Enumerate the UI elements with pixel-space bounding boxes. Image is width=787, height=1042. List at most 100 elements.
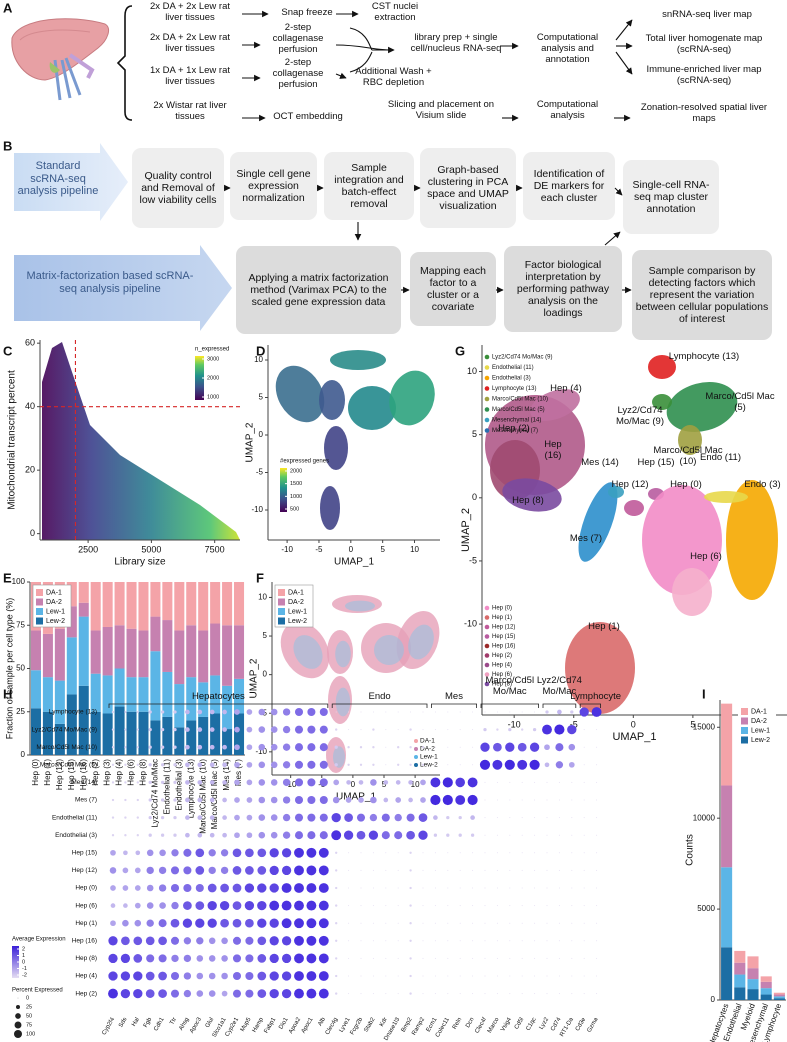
expression-dot [434,922,436,924]
expression-dot [134,919,142,927]
expression-dot [484,852,486,854]
expression-dot [282,796,291,804]
expression-dot [185,744,190,750]
expression-dot [458,815,462,820]
expression-dot [258,726,266,733]
expression-dot [534,852,536,854]
colorbar [280,468,287,512]
expression-dot [459,905,461,907]
bar-segment [90,711,101,755]
gene-label: Cd74 [550,1016,563,1032]
expression-dot [195,883,204,893]
panel-label: A [3,0,13,15]
expression-dot [385,957,387,959]
expression-dot [409,992,412,995]
pipeline-label: Matrix-factorization based scRNA-seq ana… [26,270,194,295]
expression-dot [570,710,574,714]
group-bracket [331,703,428,708]
cell-cloud [330,350,386,370]
expression-dot [319,743,328,752]
expression-dot [571,817,573,819]
expression-dot [479,759,491,770]
expression-dot [546,887,548,889]
arrow [604,231,621,246]
expression-dot [385,940,387,942]
expression-dot [220,849,229,857]
expression-dot [579,707,589,717]
y-tick-label: 50 [16,664,25,673]
expression-dot [133,954,143,963]
bar-segment [222,582,233,626]
expression-dot [434,993,436,995]
expression-dot [409,922,412,925]
expression-dot [368,830,379,840]
expression-dot [383,797,389,803]
bar-segment [66,637,77,695]
expression-dot [173,745,177,749]
bar-segment [54,628,65,681]
expression-dot [319,831,328,840]
gene-label: Fcgr2b [350,1016,365,1036]
panel-label: C [3,343,13,358]
gene-label: Cd5l [514,1017,525,1031]
expression-dot [335,711,337,713]
bar-segment [760,981,772,989]
expression-dot [294,743,304,752]
expression-dot [111,728,115,731]
expression-dot [134,885,141,891]
expression-dot [110,920,116,927]
expression-dot [596,940,598,942]
expression-dot [306,883,317,893]
expression-dot [182,918,193,928]
expression-dot [496,817,498,819]
bar-segment [114,582,125,626]
expression-dot [472,957,474,959]
expression-dot [467,794,478,806]
gene-label: Sds [118,1017,128,1029]
expression-dot [158,954,167,963]
expression-dot [484,957,486,959]
expression-dot [307,813,316,822]
group-bracket [108,703,329,708]
pipeline-step-box [132,148,224,228]
expression-dot [110,903,116,908]
y-axis-label: UMAP_2 [245,422,256,462]
expression-dot [442,777,453,788]
cluster-label: Endo (3) [744,479,781,490]
expression-dot [145,989,155,998]
cell-cloud [578,482,618,562]
expression-dot [197,832,203,838]
cluster-label: Hep (4) [550,383,582,394]
expression-dot [160,798,165,802]
cell-cloud [502,478,562,512]
bar-segment [138,582,149,631]
expression-dot [395,780,401,785]
expression-dot [509,975,511,977]
expression-dot [124,728,127,731]
expression-dot [447,940,449,942]
gene-label: Fgb [143,1016,154,1029]
bar-segment [102,713,113,755]
expression-dot [170,989,180,998]
expression-dot [282,813,291,822]
gene-label: Fabp1 [264,1016,278,1034]
expression-dot [209,780,215,785]
group-bracket [431,703,477,708]
expression-dot [521,905,523,907]
gene-label: Gzma [586,1016,600,1033]
expression-dot [385,746,387,748]
expression-dot [185,797,190,803]
y-tick-label: 15000 [693,722,716,731]
expression-dot [409,746,412,749]
expression-dot [359,763,363,766]
legend-swatch [741,717,748,725]
expression-dot [568,761,575,768]
expression-dot [348,869,350,871]
expression-dot [258,779,266,786]
expression-dot [596,746,598,748]
expression-dot [534,869,536,871]
expression-dot [596,957,598,959]
expression-dot [111,763,115,766]
colorbar-tick-label: 1000 [207,394,219,400]
expression-dot [232,901,242,910]
